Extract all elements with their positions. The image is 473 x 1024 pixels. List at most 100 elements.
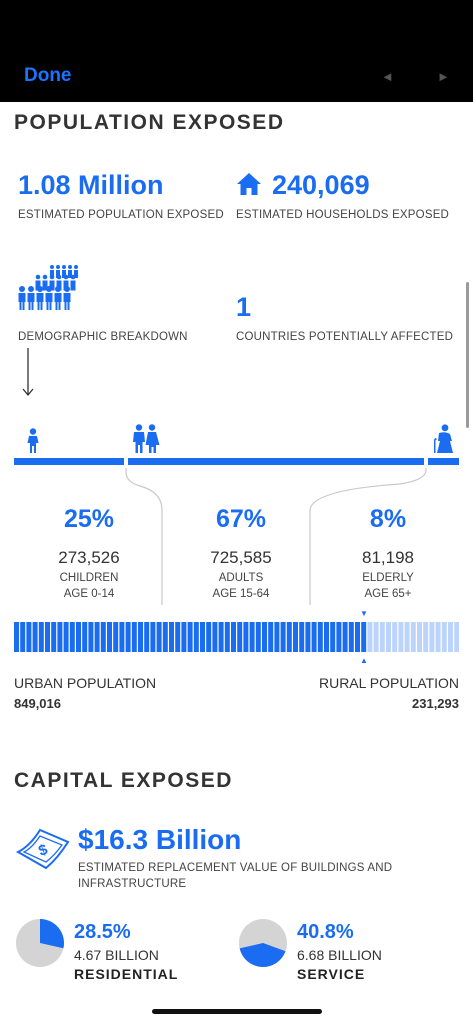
adults-age-range: AGE 15-64 bbox=[212, 588, 270, 600]
previous-arrow-icon[interactable]: ◄ bbox=[381, 69, 394, 84]
status-bar bbox=[0, 0, 473, 52]
rural-bar-segment bbox=[398, 622, 404, 652]
pie-value-slice bbox=[40, 919, 64, 949]
children-age-range: AGE 0-14 bbox=[63, 588, 115, 600]
next-arrow-icon[interactable]: ► bbox=[437, 69, 450, 84]
residential-percent: 28.5% bbox=[74, 921, 131, 943]
countries-affected-label: COUNTRIES POTENTIALLY AFFECTED bbox=[236, 331, 454, 343]
cash-icon: $ bbox=[16, 828, 70, 870]
residential-pie-chart bbox=[16, 919, 64, 967]
urban-bar-segment bbox=[274, 622, 280, 652]
report-content[interactable]: POPULATION EXPOSED 1.08 Million ESTIMATE… bbox=[0, 102, 473, 1024]
urban-bar-segment bbox=[94, 622, 100, 652]
urban-rural-marker-top-icon: ▼ bbox=[360, 609, 368, 618]
urban-bar-segment bbox=[169, 622, 174, 652]
elderly-count: 81,198 bbox=[362, 548, 414, 567]
urban-bar-segment bbox=[361, 622, 367, 652]
rural-bar-segment bbox=[441, 622, 447, 652]
age-bar-divider bbox=[424, 455, 428, 468]
urban-bar-segment bbox=[317, 622, 323, 652]
urban-rural-marker-bottom-icon: ▲ bbox=[360, 656, 368, 665]
urban-bar-segment bbox=[193, 622, 199, 652]
home-indicator[interactable] bbox=[152, 1009, 322, 1014]
urban-bar-segment bbox=[63, 622, 69, 652]
adults-count: 725,585 bbox=[210, 548, 272, 567]
urban-bar-segment bbox=[305, 622, 311, 652]
urban-population-label: URBAN POPULATION bbox=[14, 675, 157, 691]
urban-bar-segment bbox=[243, 622, 249, 652]
urban-bar-segment bbox=[175, 622, 181, 652]
elderly-icon bbox=[434, 424, 453, 453]
population-age-bar bbox=[14, 458, 459, 465]
urban-bar-segment bbox=[224, 622, 230, 652]
service-value: 6.68 BILLION bbox=[297, 947, 382, 963]
rural-population-value: 231,293 bbox=[412, 696, 459, 711]
age-bar-divider bbox=[124, 455, 128, 468]
adults-percent: 67% bbox=[215, 505, 267, 533]
service-label: SERVICE bbox=[297, 966, 366, 982]
rural-bar-segment bbox=[392, 622, 398, 652]
urban-bar-segment bbox=[131, 622, 137, 652]
urban-bar-segment bbox=[280, 622, 286, 652]
estimated-population-label: ESTIMATED POPULATION EXPOSED bbox=[18, 209, 224, 221]
svg-text:$: $ bbox=[36, 841, 50, 860]
done-button[interactable]: Done bbox=[24, 65, 72, 86]
urban-population-value: 849,016 bbox=[14, 696, 61, 711]
urban-bar-segment bbox=[299, 622, 305, 652]
urban-bar-segment bbox=[187, 622, 193, 652]
urban-bar-segment bbox=[324, 622, 329, 652]
nav-bar: Done ◄ ► bbox=[0, 52, 473, 102]
scrollbar-thumb[interactable] bbox=[466, 282, 469, 428]
residential-value: 4.67 BILLION bbox=[74, 947, 159, 963]
urban-bar-segment bbox=[237, 622, 243, 652]
urban-bar-segment bbox=[355, 622, 360, 652]
breakdown-connector-lines bbox=[125, 462, 427, 605]
service-percent: 40.8% bbox=[297, 921, 354, 943]
rural-bar-segment bbox=[454, 622, 459, 652]
urban-bar-segment bbox=[348, 622, 354, 652]
rural-population-label: RURAL POPULATION bbox=[318, 675, 459, 691]
urban-bar-segment bbox=[32, 622, 38, 652]
urban-bar-segment bbox=[14, 622, 19, 652]
urban-bar-segment bbox=[311, 622, 317, 652]
urban-rural-bar bbox=[14, 622, 459, 652]
adults-icon bbox=[133, 424, 160, 453]
service-pie-chart bbox=[239, 919, 287, 967]
rural-bar-segment bbox=[429, 622, 435, 652]
children-count: 273,526 bbox=[58, 548, 120, 567]
house-icon bbox=[237, 173, 261, 195]
urban-bar-segment bbox=[20, 622, 26, 652]
urban-bar-segment bbox=[138, 622, 143, 652]
estimated-households-label: ESTIMATED HOUSEHOLDS EXPOSED bbox=[236, 209, 450, 221]
urban-bar-segment bbox=[113, 622, 119, 652]
rural-bar-segment bbox=[404, 622, 410, 652]
adults-label: ADULTS bbox=[218, 572, 264, 584]
rural-bar-segment bbox=[417, 622, 422, 652]
urban-bar-segment bbox=[76, 622, 81, 652]
urban-bar-segment bbox=[286, 622, 292, 652]
urban-bar-segment bbox=[88, 622, 94, 652]
urban-bar-segment bbox=[57, 622, 63, 652]
urban-bar-segment bbox=[255, 622, 261, 652]
urban-bar-segment bbox=[268, 622, 274, 652]
urban-bar-segment bbox=[218, 622, 224, 652]
urban-bar-segment bbox=[330, 622, 336, 652]
urban-bar-segment bbox=[38, 622, 44, 652]
capital-section-title: CAPITAL EXPOSED bbox=[14, 769, 233, 792]
urban-bar-segment bbox=[249, 622, 255, 652]
urban-bar-segment bbox=[125, 622, 131, 652]
crowd-icon bbox=[18, 265, 78, 310]
rural-bar-segment bbox=[448, 622, 453, 652]
urban-bar-segment bbox=[100, 622, 106, 652]
rural-bar-segment bbox=[373, 622, 379, 652]
rural-bar-segment bbox=[410, 622, 416, 652]
estimated-population-value: 1.08 Million bbox=[18, 170, 164, 200]
rural-bar-segment bbox=[435, 622, 441, 652]
urban-bar-segment bbox=[119, 622, 125, 652]
urban-bar-segment bbox=[231, 622, 236, 652]
urban-bar-segment bbox=[262, 622, 267, 652]
residential-label: RESIDENTIAL bbox=[74, 966, 179, 982]
rural-bar-segment bbox=[367, 622, 373, 652]
urban-bar-segment bbox=[45, 622, 50, 652]
elderly-age-range: AGE 65+ bbox=[364, 588, 412, 600]
